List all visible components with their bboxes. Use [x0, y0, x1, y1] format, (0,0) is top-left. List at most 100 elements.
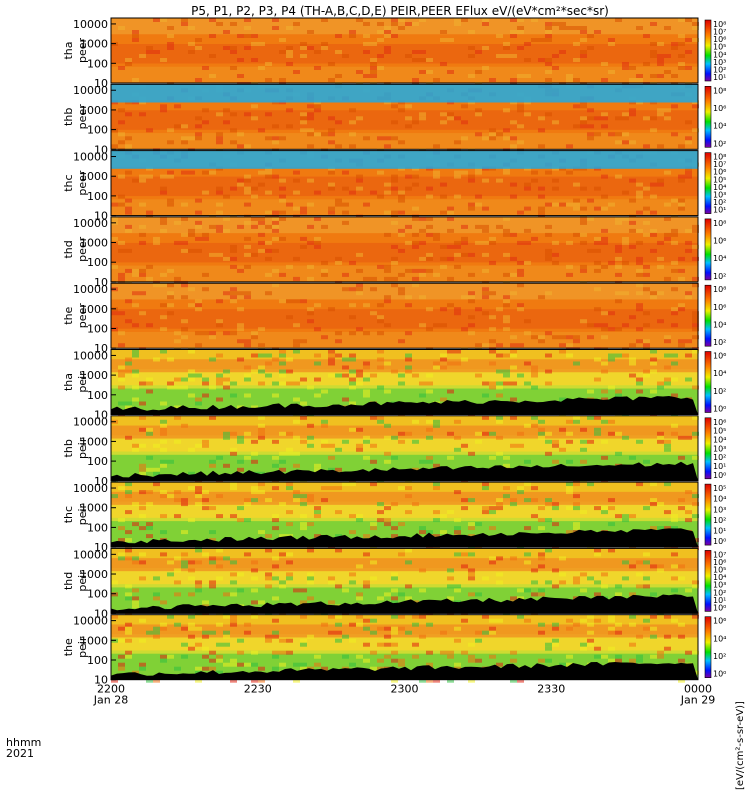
spectrogram-cell: [678, 62, 685, 66]
spectrogram-cell: [440, 38, 447, 42]
spectrogram-cell: [202, 331, 209, 336]
spectrogram-cell: [657, 54, 664, 58]
spectrogram-cell: [482, 224, 489, 229]
spectrogram-cell: [664, 526, 671, 531]
spectrogram-cell: [370, 58, 377, 62]
spectrogram-cell: [692, 276, 699, 281]
spectrogram-cell: [230, 658, 237, 663]
spectrogram-cell: [433, 174, 440, 179]
spectrogram-cell: [482, 614, 489, 619]
spectrogram-cell: [265, 634, 272, 639]
x-tick-label: 0000: [684, 683, 712, 696]
colorbar-tick-label: 10⁴: [713, 573, 726, 582]
spectrogram-cell: [167, 26, 174, 30]
spectrogram-cell: [412, 502, 419, 507]
colorbar-tick-label: 10⁸: [713, 219, 726, 228]
spectrogram-cell: [216, 252, 223, 257]
spectrogram-cell: [657, 385, 664, 390]
spectrogram-cell: [615, 431, 622, 436]
spectrogram-cell: [629, 108, 636, 113]
spectrogram-cell: [300, 662, 307, 667]
spectrogram-cell: [636, 268, 643, 273]
spectrogram-cell: [461, 252, 468, 257]
spectrogram-cell: [363, 439, 370, 444]
spectrogram-cell: [377, 194, 384, 199]
spectrogram-cell: [657, 319, 664, 324]
spectrogram-cell: [335, 584, 342, 589]
spectrogram-cell: [146, 427, 153, 432]
spectrogram-cell: [643, 506, 650, 511]
spectrogram-cell: [363, 365, 370, 370]
spectrogram-cell: [685, 240, 692, 245]
spectrogram-cell: [286, 315, 293, 320]
spectrogram-cell: [160, 327, 167, 332]
spectrogram-cell: [615, 654, 622, 659]
y-tick-label: 10: [94, 342, 108, 355]
spectrogram-cell: [517, 283, 524, 288]
spectrogram-cell: [405, 116, 412, 121]
spectrogram-cell: [692, 315, 699, 320]
spectrogram-cell: [363, 435, 370, 440]
spectrogram-cell: [650, 357, 657, 362]
spectrogram-cell: [566, 353, 573, 358]
spectrogram-cell: [314, 514, 321, 519]
spectrogram-cell: [237, 74, 244, 78]
spectrogram-cell: [594, 116, 601, 121]
spectrogram-cell: [685, 377, 692, 382]
spectrogram-cell: [559, 202, 566, 207]
spectrogram-cell: [440, 514, 447, 519]
spectrogram-cell: [349, 132, 356, 137]
spectrogram-cell: [125, 228, 132, 233]
spectrogram-cell: [216, 373, 223, 378]
spectrogram-cell: [552, 642, 559, 647]
spectrogram-cell: [615, 658, 622, 663]
spectrogram-cell: [328, 373, 335, 378]
spectrogram-cell: [643, 62, 650, 66]
spectrogram-cell: [349, 514, 356, 519]
spectrogram-cell: [216, 455, 223, 460]
spectrogram-cell: [118, 202, 125, 207]
spectrogram-cell: [307, 202, 314, 207]
spectrogram-cell: [160, 349, 167, 354]
spectrogram-cell: [398, 373, 405, 378]
spectrogram-cell: [636, 256, 643, 261]
spectrogram-cell: [398, 287, 405, 292]
spectrogram-cell: [489, 630, 496, 635]
spectrogram-cell: [188, 373, 195, 378]
spectrogram-cell: [132, 291, 139, 296]
spectrogram-cell: [482, 630, 489, 635]
spectrogram-cell: [391, 642, 398, 647]
spectrogram-cell: [272, 576, 279, 581]
spectrogram-cell: [335, 486, 342, 491]
spectrogram-cell: [195, 666, 202, 671]
spectrogram-cell: [258, 435, 265, 440]
spectrogram-cell: [643, 116, 650, 121]
spectrogram-cell: [573, 182, 580, 187]
spectrogram-cell: [510, 335, 517, 340]
spectrogram-cell: [573, 124, 580, 129]
spectrogram-cell: [678, 622, 685, 627]
spectrogram-cell: [293, 498, 300, 503]
spectrogram-cell: [307, 435, 314, 440]
spectrogram-cell: [244, 455, 251, 460]
spectrogram-cell: [342, 482, 349, 487]
spectrogram-cell: [314, 240, 321, 245]
spectrogram-cell: [230, 46, 237, 50]
colorbar-tick-label: 10⁶: [713, 558, 726, 567]
spectrogram-cell: [643, 287, 650, 292]
spectrogram-cell: [356, 116, 363, 121]
spectrogram-cell: [265, 353, 272, 358]
spectrogram-cell: [293, 490, 300, 495]
spectrogram-cell: [601, 327, 608, 332]
spectrogram-cell: [202, 506, 209, 511]
spectrogram-cell: [293, 463, 300, 468]
spectrogram-cell: [384, 136, 391, 141]
spectrogram-cell: [146, 381, 153, 386]
spectrogram-cell: [251, 252, 258, 257]
spectrogram-cell: [657, 182, 664, 187]
spectrogram-cell: [692, 335, 699, 340]
spectrogram-cell: [594, 377, 601, 382]
spectrogram-cell: [349, 381, 356, 386]
spectrogram-cell: [153, 678, 160, 683]
